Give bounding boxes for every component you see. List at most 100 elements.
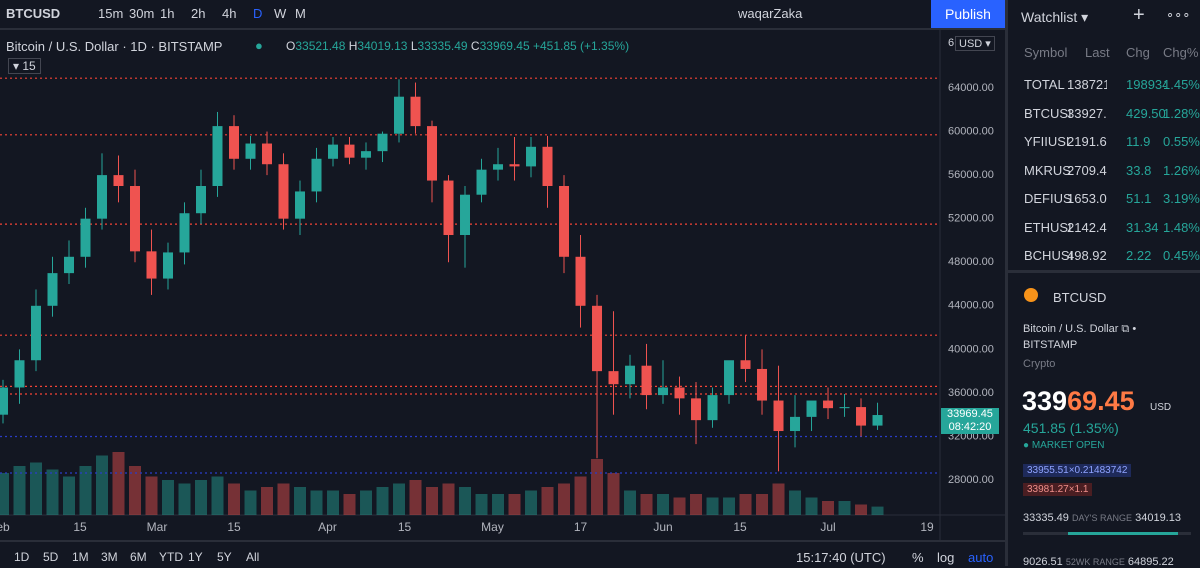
day-range-bar: [1023, 532, 1191, 535]
range[interactable]: 1Y: [188, 550, 203, 564]
interval[interactable]: D: [253, 6, 263, 21]
candle-body: [757, 368, 768, 401]
watch-cell[interactable]: BTCUSI: [1024, 105, 1072, 121]
coin-icon: [1024, 288, 1038, 302]
watch-cell: 1.28%: [1163, 105, 1200, 121]
symbol[interactable]: BTCUSD: [6, 6, 61, 21]
y-tick-label: 60000.00: [948, 125, 994, 137]
watch-cell: 2.22: [1126, 248, 1152, 263]
interval[interactable]: 15m: [98, 6, 124, 21]
bottom-border: [0, 540, 1005, 542]
candle-body: [14, 360, 25, 388]
watch-cell[interactable]: ETHUSI: [1024, 219, 1072, 235]
candle-body: [493, 164, 504, 170]
detail-symbol: BTCUSD: [1053, 290, 1107, 305]
range[interactable]: 6M: [130, 550, 147, 564]
interval[interactable]: 2h: [191, 6, 206, 21]
x-tick-label: 15: [227, 520, 241, 534]
detail-name: Bitcoin / U.S. Dollar ⧉ •: [1023, 323, 1137, 335]
candle-body: [592, 305, 603, 372]
volume-bar: [459, 487, 472, 515]
candle-body: [311, 158, 322, 192]
volume-bar: [195, 480, 208, 515]
watch-cell[interactable]: DEFIUS: [1024, 191, 1072, 206]
y-tick-label: 40000.00: [948, 343, 994, 355]
candle-body: [245, 143, 256, 159]
percent[interactable]: %: [912, 550, 924, 565]
volume-bar: [46, 469, 59, 515]
volume-bar: [393, 483, 406, 515]
interval[interactable]: M: [295, 6, 306, 21]
candle-body: [295, 191, 306, 219]
candle-body: [641, 365, 652, 396]
volume-bar: [739, 494, 752, 515]
watch-cell[interactable]: YFIIUSI: [1024, 134, 1070, 149]
volume-bar: [756, 494, 769, 515]
y-tick-label: 36000.00: [948, 387, 994, 399]
range[interactable]: 1M: [72, 550, 89, 564]
volume-bar: [822, 501, 835, 515]
range[interactable]: All: [246, 550, 260, 564]
candle-body: [790, 416, 801, 432]
candle-body: [427, 126, 438, 181]
legend-dot: ●: [255, 38, 263, 53]
volume-bar: [657, 494, 670, 515]
watch-cell: 31.34: [1126, 219, 1159, 235]
publish-button[interactable]: Publish: [931, 0, 1005, 28]
watch-cell: 1653.0: [1067, 191, 1107, 206]
candle-body: [262, 143, 273, 165]
more[interactable]: ∘∘∘: [1166, 7, 1191, 22]
candle-body: [559, 186, 570, 257]
user[interactable]: waqarZaka: [738, 6, 803, 21]
auto[interactable]: auto: [968, 550, 994, 565]
add[interactable]: +: [1133, 4, 1145, 26]
price-label: 33969.45 08:42:20: [941, 408, 999, 434]
x-tick-label: 19: [920, 520, 934, 534]
ask: 33981.27×1.1: [1023, 483, 1093, 496]
candle-body: [674, 387, 685, 399]
volume-bar: [79, 466, 92, 515]
watch-cell: 2142.48: [1067, 219, 1107, 235]
watch-cell[interactable]: MKRUS: [1024, 162, 1071, 178]
x-tick-label: May: [481, 520, 504, 534]
watch-cell: 138721: [1067, 77, 1107, 92]
interval[interactable]: 4h: [222, 6, 237, 21]
candle-body: [328, 144, 339, 159]
range[interactable]: 5D: [43, 550, 59, 564]
interval[interactable]: W: [274, 6, 287, 21]
candle-body: [806, 400, 817, 417]
watch-cell: 33.8: [1126, 162, 1152, 178]
volume-bar: [525, 490, 538, 515]
volume-bar: [855, 504, 868, 515]
column-header: Chg%: [1163, 45, 1199, 60]
interval[interactable]: 30m: [129, 6, 155, 21]
volume-bar: [310, 490, 323, 515]
range[interactable]: 5Y: [217, 550, 232, 564]
volume-bar: [244, 490, 257, 515]
day-range: 33335.49 DAY'S RANGE 34019.13: [1023, 512, 1181, 524]
column-header: Symbol: [1024, 45, 1068, 60]
log[interactable]: log: [937, 550, 955, 565]
panel-border: [1005, 0, 1008, 566]
watch-cell[interactable]: BCHUSI: [1024, 248, 1074, 263]
range[interactable]: 1D: [14, 550, 30, 564]
indicator-toggle[interactable]: ▾ 15: [8, 58, 41, 74]
interval[interactable]: 1h: [160, 6, 175, 21]
currency[interactable]: USD ▾: [955, 36, 995, 51]
range[interactable]: YTD: [159, 550, 183, 564]
volume-bar: [558, 483, 571, 515]
column-header: Last: [1085, 45, 1110, 60]
watch-cell: 2709.4: [1067, 162, 1107, 178]
volume-bar: [706, 497, 719, 515]
candle-body: [47, 273, 58, 306]
x-tick-label: 15: [73, 520, 87, 534]
watch-cell[interactable]: TOTAL: [1024, 77, 1065, 92]
range[interactable]: 3M: [101, 550, 118, 564]
watch-cell: 51.1: [1126, 191, 1152, 206]
watchlist-title[interactable]: Watchlist ▾: [1021, 9, 1089, 25]
volume-bar: [13, 466, 26, 515]
candle-body: [130, 186, 141, 252]
volume-bar: [871, 506, 884, 515]
candle-body: [179, 213, 190, 253]
